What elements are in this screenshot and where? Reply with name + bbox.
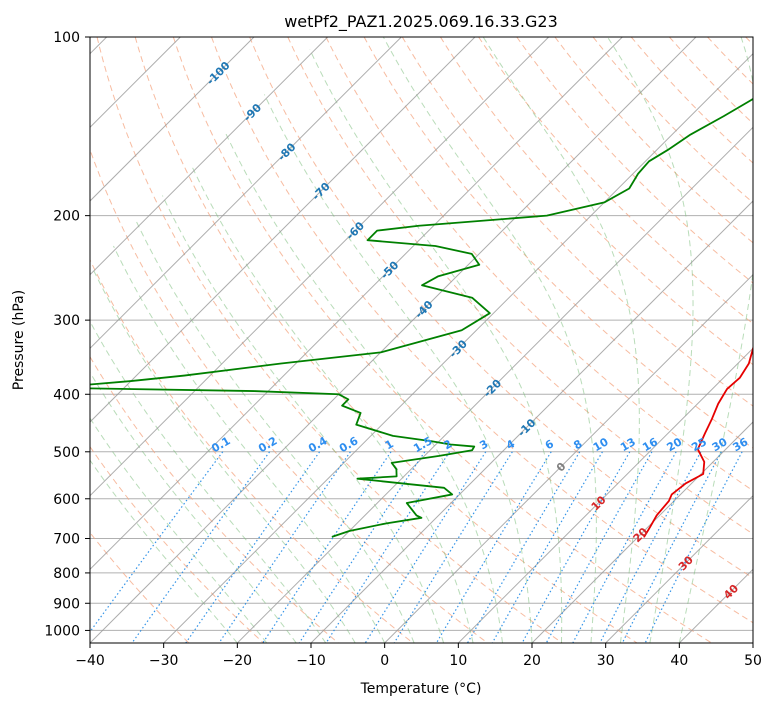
- moist-adiabat-line: [90, 320, 327, 643]
- x-tick-label: −30: [149, 653, 179, 669]
- isotherm-line: [90, 37, 697, 643]
- isotherm-line: [90, 37, 255, 202]
- x-tick-label: −40: [75, 653, 105, 669]
- isotherm-line: [236, 126, 753, 643]
- dry-adiabat-line: [90, 355, 339, 643]
- moist-adiabat-line: [136, 221, 415, 643]
- mixing-ratio-line: [262, 451, 392, 643]
- y-tick-label: 300: [53, 313, 80, 329]
- moist-adiabat-line: [224, 132, 504, 643]
- y-tick-label: 900: [53, 596, 80, 612]
- moist-adiabat-line: [113, 245, 386, 643]
- y-tick-label: 800: [53, 566, 80, 582]
- mixing-ratio-line: [298, 451, 426, 643]
- dry-adiabat-line: [134, 37, 638, 643]
- dry-adiabat-line: [90, 148, 488, 643]
- dry-adiabat-line: [249, 37, 753, 579]
- isotherm-line: [163, 52, 753, 643]
- isotherm-line: [531, 421, 753, 643]
- dry-adiabat-line: [440, 37, 753, 366]
- mixing-ratio-line: [621, 451, 722, 643]
- plot-frame: [89, 36, 754, 644]
- moist-adiabat-line: [678, 37, 753, 643]
- dry-adiabat-line: [211, 37, 753, 624]
- y-tick-label: 500: [53, 445, 80, 461]
- x-tick-label: 20: [523, 653, 541, 669]
- x-tick-label: 50: [744, 653, 762, 669]
- moist-adiabat-line: [90, 459, 238, 643]
- x-tick-label: 40: [670, 653, 688, 669]
- y-tick-label: 600: [53, 492, 80, 508]
- isotherm-line: [457, 347, 753, 643]
- dry-adiabat-line: [478, 37, 753, 325]
- x-tick-label: 30: [597, 653, 615, 669]
- background-lines: [90, 37, 753, 643]
- dry-adiabat-line: [96, 37, 563, 643]
- dry-adiabat-line: [325, 37, 753, 492]
- isotherm-line: [384, 273, 753, 643]
- isotherm-line: [90, 37, 550, 497]
- isotherm-line: [90, 37, 476, 423]
- moist-adiabat-line: [607, 37, 694, 643]
- dry-adiabat-line: [90, 445, 264, 643]
- y-tick-label: 200: [53, 209, 80, 225]
- isotherm-line: [90, 37, 402, 350]
- y-axis-label: Pressure (hPa): [11, 290, 27, 390]
- y-tick-label: 400: [53, 387, 80, 403]
- x-tick-label: 0: [380, 653, 389, 669]
- mixing-ratio-line: [644, 451, 743, 643]
- y-tick-label: 1000: [44, 623, 80, 639]
- mixing-ratio-line: [599, 451, 702, 643]
- isotherm-line: [605, 494, 753, 643]
- temperature-line: [643, 345, 753, 538]
- moist-adiabat-line: [91, 267, 356, 643]
- axis-ticks: −40 −30 −20 −10 0 10 20 30 40 50 100 200 300 400 500 60…: [44, 30, 762, 669]
- mixing-ratio-line: [218, 451, 351, 643]
- isotherm-line: [310, 200, 753, 643]
- mixing-ratio-line: [185, 451, 321, 643]
- moist-adiabat-line: [191, 165, 474, 643]
- moist-adiabat-line: [309, 49, 563, 643]
- x-tick-label: 10: [449, 653, 467, 669]
- y-tick-label: 700: [53, 532, 80, 548]
- moist-adiabat-line: [482, 37, 640, 643]
- mixing-ratio-line: [545, 451, 653, 643]
- y-tick-label: 100: [53, 30, 80, 46]
- mixing-ratio-line: [90, 451, 224, 633]
- x-axis-label: Temperature (°C): [360, 681, 482, 697]
- sounding-curves: [90, 97, 753, 538]
- x-tick-label: −10: [296, 653, 326, 669]
- mixing-ratio-line: [393, 451, 513, 643]
- moist-adiabat-line: [161, 195, 445, 643]
- x-tick-label: −20: [223, 653, 253, 669]
- mixing-ratio-line: [572, 451, 677, 643]
- moist-adiabat-line: [263, 94, 533, 643]
- mixing-ratio-line: [435, 451, 552, 643]
- chart-title: wetPf2_PAZ1.2025.069.16.33.G23: [284, 12, 558, 32]
- moist-adiabat-line: [382, 37, 597, 643]
- isotherm-line: [90, 37, 329, 276]
- dewpoint-line: [90, 97, 753, 538]
- isotherm-line: [90, 37, 623, 571]
- mixing-ratio-line: [521, 451, 631, 643]
